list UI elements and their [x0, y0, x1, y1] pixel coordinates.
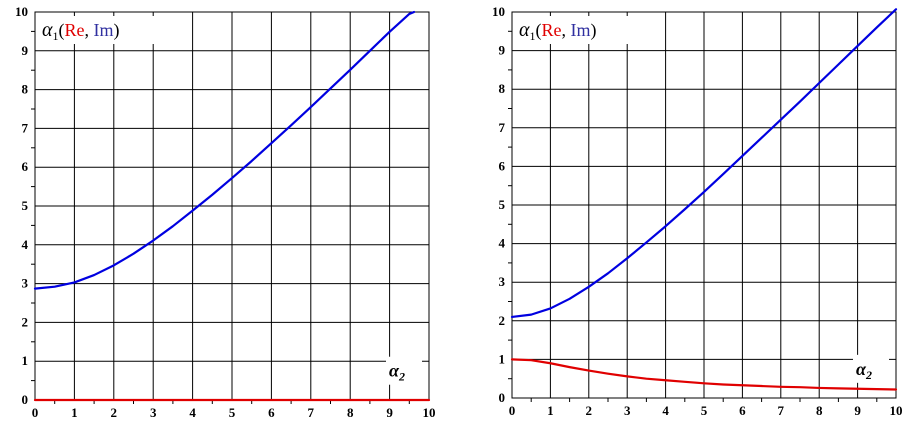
x-tick-label: 10: [423, 405, 436, 420]
x-axis-label: α2: [389, 361, 405, 384]
y-axis-label-part: ): [591, 20, 597, 41]
x-tick-label: 8: [347, 405, 354, 420]
y-tick-label: 5: [499, 197, 506, 212]
y-tick-label: 10: [492, 4, 505, 19]
y-axis-label-part: ,: [562, 20, 571, 40]
series-line-re: [510, 358, 898, 391]
y-tick-label: 4: [22, 237, 29, 252]
x-tick-label: 1: [547, 403, 554, 418]
y-tick-label: 9: [499, 43, 506, 58]
y-tick-label: 2: [22, 314, 29, 329]
y-axis-label-part: (: [59, 20, 65, 41]
xlabel-background: [853, 354, 889, 383]
y-axis-label-part: Im: [94, 20, 114, 40]
y-tick-label: 3: [499, 274, 506, 289]
y-tick-label: 10: [15, 4, 28, 19]
x-tick-label: 0: [509, 403, 516, 418]
x-tick-label: 0: [32, 405, 39, 420]
x-axis-label-subscript: 2: [865, 368, 872, 382]
x-tick-label: 9: [854, 403, 861, 418]
y-tick-label: 0: [22, 392, 29, 407]
y-axis-label-part: 1: [530, 29, 536, 43]
x-tick-label: 7: [778, 403, 785, 418]
y-tick-label: 6: [499, 158, 506, 173]
series-line-im: [33, 10, 416, 290]
x-axis-label-symbol: α: [389, 361, 400, 381]
y-axis-label-part: ): [114, 20, 120, 41]
y-tick-label: 0: [499, 390, 506, 405]
y-axis-label-part: 1: [53, 29, 59, 43]
y-tick-label: 2: [499, 313, 506, 328]
series-line-im: [510, 8, 898, 319]
ylabel-background: [39, 16, 157, 44]
x-tick-label: 2: [111, 405, 118, 420]
x-tick-label: 1: [71, 405, 78, 420]
y-axis-label: α1(Re, Im): [42, 19, 120, 43]
y-axis-label-part: Re: [542, 20, 562, 40]
y-tick-label: 4: [499, 236, 506, 251]
x-axis-label-symbol: α: [856, 359, 867, 379]
x-tick-label: 5: [701, 403, 708, 418]
ylabel-background: [516, 16, 634, 44]
y-axis-label-part: (: [536, 20, 542, 41]
y-tick-label: 7: [22, 120, 29, 135]
y-tick-label: 9: [22, 43, 29, 58]
x-tick-label: 3: [150, 405, 157, 420]
y-tick-label: 8: [499, 81, 506, 96]
y-axis-label: α1(Re, Im): [519, 19, 597, 43]
x-tick-label: 10: [890, 403, 903, 418]
y-axis-label-part: α: [42, 19, 53, 41]
y-tick-label: 3: [22, 276, 29, 291]
y-tick-label: 7: [499, 120, 506, 135]
y-axis-label-part: Im: [571, 20, 591, 40]
x-tick-label: 5: [229, 405, 236, 420]
x-axis-label: α2: [856, 359, 872, 382]
y-tick-label: 5: [22, 198, 29, 213]
x-tick-label: 6: [268, 405, 275, 420]
y-tick-label: 1: [499, 351, 506, 366]
x-tick-label: 4: [189, 405, 196, 420]
x-tick-label: 4: [662, 403, 669, 418]
x-axis-label-subscript: 2: [398, 370, 405, 384]
x-tick-label: 9: [386, 405, 393, 420]
y-tick-label: 6: [22, 159, 29, 174]
x-tick-label: 8: [816, 403, 823, 418]
y-axis-label-part: Re: [65, 20, 85, 40]
xlabel-background: [386, 356, 422, 385]
y-axis-label-part: ,: [85, 20, 94, 40]
y-axis-label-part: α: [519, 19, 530, 41]
y-tick-label: 8: [22, 82, 29, 97]
x-tick-label: 2: [586, 403, 593, 418]
x-tick-label: 7: [308, 405, 315, 420]
y-tick-label: 1: [22, 353, 29, 368]
x-tick-label: 3: [624, 403, 631, 418]
x-tick-label: 6: [739, 403, 746, 418]
